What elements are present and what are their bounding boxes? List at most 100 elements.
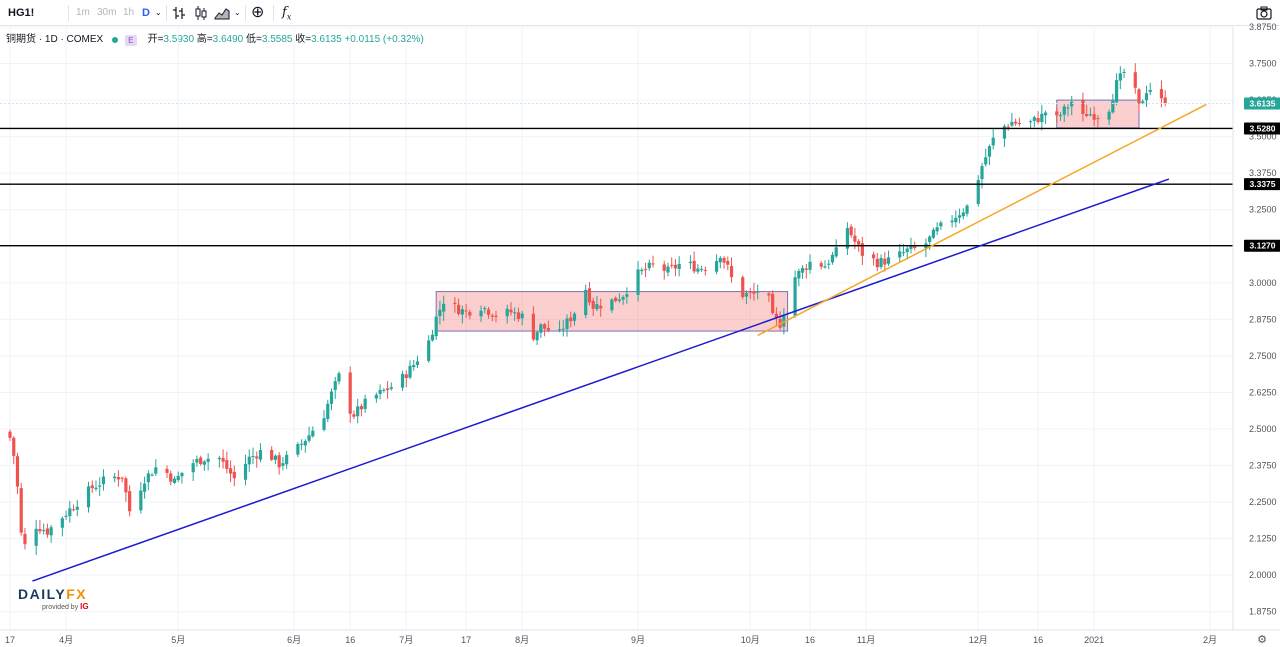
timeframe-30m-button[interactable]: 30m: [97, 7, 117, 18]
last-price-label: 3.6135: [1250, 98, 1276, 108]
candle-body: [1062, 106, 1066, 115]
candle-body: [857, 241, 861, 245]
candle-body: [460, 309, 464, 315]
candle-body: [722, 257, 726, 263]
candle-body: [677, 263, 681, 270]
timeframe-dropdown-chevron-icon[interactable]: ⌄: [155, 8, 162, 17]
candle-body: [845, 228, 850, 249]
candle-body: [486, 309, 491, 315]
candle-body: [748, 291, 752, 293]
candle-body: [531, 313, 535, 340]
x-tick-label: 9月: [631, 635, 645, 645]
y-tick-label: 3.3750: [1249, 168, 1277, 178]
candle-body: [300, 443, 304, 445]
candle-body: [374, 394, 378, 399]
candle-body: [232, 471, 236, 479]
area-style-icon[interactable]: [214, 5, 230, 21]
level-price-tag: [1244, 239, 1280, 252]
y-tick-label: 3.5000: [1249, 132, 1277, 142]
x-tick-label: 4月: [59, 635, 73, 645]
candle-body: [356, 406, 360, 417]
candle-body: [202, 461, 206, 465]
candle-body: [199, 457, 203, 465]
candle-body: [12, 437, 16, 456]
low-label: 低=: [246, 34, 262, 45]
candle-body: [172, 478, 177, 483]
candle-body: [871, 254, 876, 259]
candle-layer: [8, 63, 1167, 555]
timeframe-d-button[interactable]: D: [142, 7, 150, 19]
indicator-fx-icon[interactable]: fx: [282, 5, 292, 22]
bar-style-icon[interactable]: [172, 5, 186, 21]
x-tick-label: 11月: [857, 635, 875, 645]
series-legend: 铜期货 · 1D · COMEX E 开=3.5930 高=3.6490 低=3…: [6, 33, 424, 47]
candle-body: [307, 435, 311, 441]
y-tick-label: 2.0000: [1249, 570, 1277, 580]
candle-body: [64, 515, 68, 517]
candle-body: [756, 291, 760, 293]
x-tick-label: 2021: [1084, 635, 1104, 645]
candle-body: [804, 268, 808, 270]
candle-body: [509, 309, 513, 313]
candle-body: [180, 473, 184, 477]
candle-body: [505, 308, 509, 317]
candle-body: [636, 269, 640, 295]
candle-body: [1096, 118, 1100, 120]
candle-body: [154, 467, 158, 474]
candle-body: [464, 310, 468, 312]
candle-body: [412, 365, 416, 368]
candle-body: [1111, 100, 1115, 113]
candle-body: [333, 381, 337, 390]
timeframe-1h-button[interactable]: 1h: [123, 7, 135, 18]
candle-body: [8, 431, 12, 438]
candle-style-icon[interactable]: [194, 5, 208, 21]
ig-logo: IG: [80, 602, 89, 611]
candle-body: [957, 215, 962, 218]
top-toolbar: HG1! 1m 30m 1h D ⌄ ⌄ ⊕ fx: [0, 0, 1280, 26]
camera-icon[interactable]: [1256, 6, 1272, 20]
candle-body: [741, 277, 745, 298]
candle-body: [543, 324, 547, 329]
candle-body: [834, 247, 838, 257]
candle-body: [169, 473, 173, 482]
candle-body: [939, 222, 943, 227]
y-tick-label: 2.5000: [1249, 424, 1277, 434]
candle-body: [1006, 126, 1010, 128]
candle-body: [744, 293, 749, 297]
candle-body: [150, 474, 154, 476]
candle-body: [718, 257, 722, 263]
compare-plus-icon[interactable]: ⊕: [251, 4, 265, 21]
candle-body: [494, 315, 498, 317]
candle-body: [68, 508, 72, 517]
candle-body: [1122, 71, 1126, 73]
candle-body: [348, 372, 352, 414]
candle-body: [1036, 118, 1040, 123]
candle-body: [42, 530, 46, 532]
candle-body: [98, 485, 102, 487]
candle-body: [124, 478, 128, 493]
candle-body: [273, 455, 278, 460]
candle-body: [546, 328, 550, 331]
symbol-search-button[interactable]: HG1!: [8, 7, 35, 19]
dailyfx-logo: DAILYFX provided by IG: [18, 586, 89, 611]
candle-body: [557, 329, 562, 331]
x-tick-label: 8月: [515, 635, 529, 645]
series-title[interactable]: 铜期货 · 1D · COMEX: [6, 34, 104, 45]
candle-body: [774, 313, 778, 318]
timeframe-1m-button[interactable]: 1m: [76, 7, 90, 18]
low-value: 3.5585: [261, 34, 293, 45]
high-label: 高=: [196, 34, 213, 45]
earnings-badge[interactable]: E: [124, 34, 137, 46]
candle-body: [382, 389, 386, 391]
candle-body: [101, 476, 106, 485]
candle-body: [1159, 89, 1164, 99]
candle-body: [113, 476, 117, 479]
candle-body: [599, 305, 603, 309]
chart-style-dropdown-chevron-icon[interactable]: ⌄: [234, 8, 241, 17]
candle-body: [1066, 107, 1070, 109]
candle-body: [853, 235, 857, 242]
level-price-label: 3.3375: [1250, 179, 1276, 189]
candle-body: [176, 475, 180, 481]
candle-body: [800, 267, 805, 273]
